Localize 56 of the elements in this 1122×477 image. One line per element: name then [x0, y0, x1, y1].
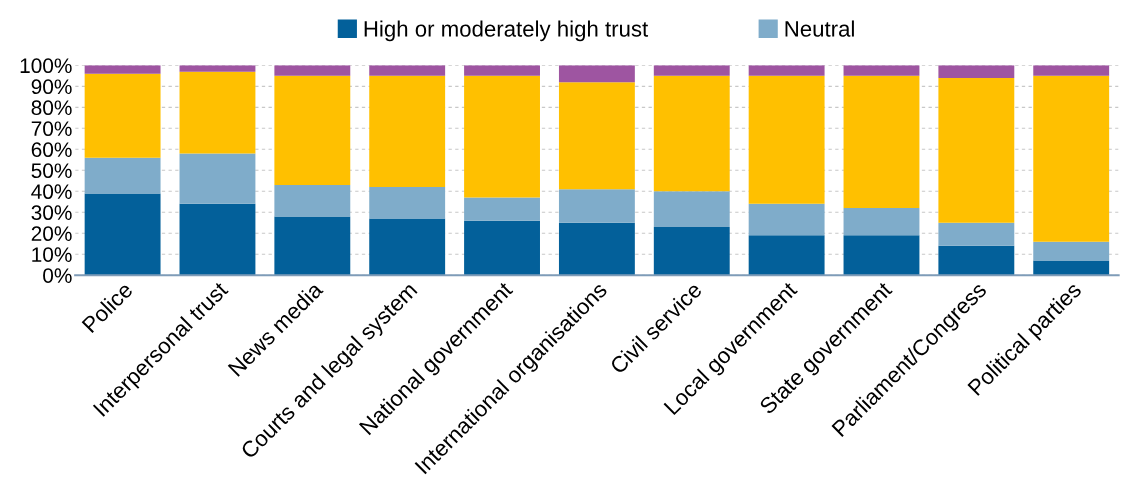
- bar: [274, 184, 351, 217]
- y-tick-label: 10%: [32, 247, 72, 262]
- y-tick-label: 30%: [31, 205, 72, 221]
- bar: [369, 187, 446, 219]
- y-tick-label: 90%: [31, 79, 72, 95]
- bar: [464, 197, 540, 221]
- y-tick-label: 80%: [31, 100, 72, 116]
- bar: [843, 235, 920, 276]
- bar: [558, 222, 635, 276]
- bar: [938, 222, 1015, 246]
- y-tick-label: 100%: [20, 58, 72, 74]
- bar: [938, 245, 1015, 276]
- bar: [653, 75, 730, 192]
- y-tick-label: 70%: [31, 121, 72, 137]
- bar: [84, 65, 161, 74]
- bar: [843, 65, 920, 76]
- legend-label: High or moderately high trust: [364, 20, 649, 42]
- bar: [938, 77, 1015, 223]
- bar: [179, 65, 256, 72]
- bar: [653, 65, 730, 76]
- bar: [1033, 241, 1110, 261]
- bar: [369, 218, 446, 276]
- bar: [558, 189, 635, 223]
- bar: [748, 65, 825, 76]
- y-tick-label: 40%: [31, 184, 72, 200]
- bar: [653, 191, 730, 227]
- bar: [369, 75, 446, 188]
- bar: [843, 75, 920, 209]
- bar: [1033, 75, 1110, 242]
- bar: [464, 220, 540, 276]
- bar: [558, 65, 635, 83]
- bar: [653, 226, 730, 276]
- y-tick-label: 0%: [43, 268, 72, 283]
- bar: [464, 75, 540, 198]
- bar: [274, 216, 351, 276]
- y-tick-label: 50%: [31, 163, 72, 179]
- y-tick-label: 20%: [31, 226, 72, 242]
- bar: [748, 235, 825, 276]
- bar: [274, 65, 351, 76]
- bar: [274, 75, 351, 185]
- bar: [464, 65, 540, 76]
- bar: [843, 208, 920, 236]
- legend-label: Neutral: [785, 20, 854, 37]
- bar: [369, 65, 446, 76]
- bar: [84, 193, 161, 276]
- bar: [1033, 65, 1110, 76]
- bar: [179, 153, 256, 204]
- bar: [748, 75, 825, 204]
- bar: [748, 203, 825, 236]
- bar: [84, 157, 161, 194]
- bar: [84, 73, 161, 158]
- bar: [179, 71, 256, 154]
- bar: [558, 82, 635, 190]
- bar: [179, 203, 256, 276]
- bar: [938, 65, 1015, 78]
- y-tick-label: 60%: [31, 142, 72, 158]
